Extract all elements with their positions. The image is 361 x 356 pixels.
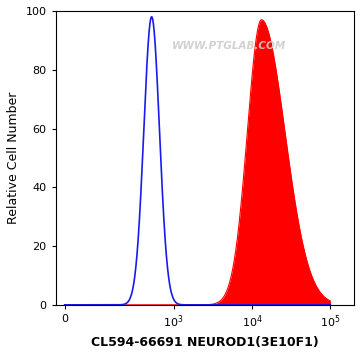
X-axis label: CL594-66691 NEUROD1(3E10F1): CL594-66691 NEUROD1(3E10F1) [91, 336, 319, 349]
Y-axis label: Relative Cell Number: Relative Cell Number [7, 92, 20, 224]
Text: WWW.PTGLAB.COM: WWW.PTGLAB.COM [171, 41, 286, 51]
